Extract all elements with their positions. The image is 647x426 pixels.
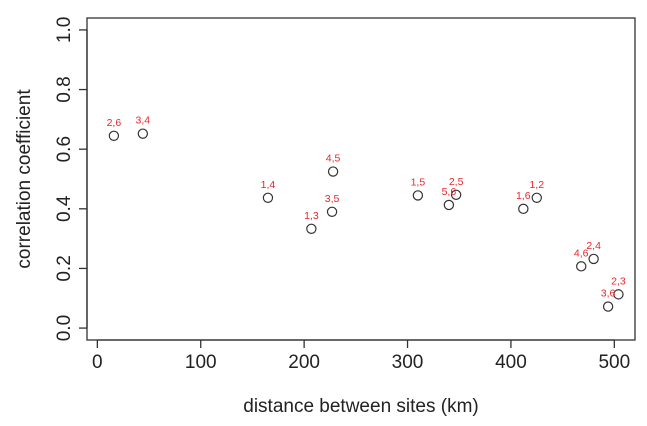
data-point	[588, 253, 599, 265]
point-label: 1,2	[529, 179, 544, 191]
point-label: 2,4	[586, 240, 601, 252]
data-point	[443, 199, 455, 211]
point-label: 2,3	[611, 275, 626, 287]
data-point	[531, 192, 542, 203]
y-tick-label: 0.4	[54, 195, 75, 222]
data-point	[576, 261, 587, 272]
point-label: 3,6	[601, 288, 616, 300]
x-axis-title: distance between sites (km)	[243, 396, 479, 417]
x-tick-label: 200	[288, 352, 320, 373]
point-labels: 2,6 3,4 1,4 1,3 4,5 3,5 1,5 5,62,5 1,61,2 4,62,4 3…	[107, 115, 626, 300]
x-tick-label: 500	[598, 352, 630, 373]
point-label: 4,6	[574, 247, 589, 259]
y-tick-label: 0.8	[54, 76, 75, 102]
point-label: 3,4	[136, 115, 151, 127]
data-point	[306, 223, 317, 234]
x-tick-label: 100	[185, 352, 217, 373]
data-point	[412, 190, 424, 201]
y-tick-label: 0.6	[54, 136, 75, 162]
plot-frame	[86, 17, 636, 341]
x-tick-label: 400	[495, 352, 527, 373]
y-tick-label: 1.0	[54, 17, 75, 43]
point-label: 2,6	[107, 117, 122, 129]
point-label: 5,6	[442, 186, 457, 198]
point-label: 4,5	[326, 153, 341, 165]
y-axis-title: correlation coefficient	[14, 89, 35, 269]
data-point	[602, 301, 614, 312]
point-label: 1,4	[261, 179, 276, 191]
point-label: 2,5	[449, 176, 464, 188]
data-points	[108, 128, 624, 312]
data-point	[450, 189, 462, 201]
data-point	[137, 128, 149, 139]
data-point	[326, 206, 338, 217]
x-tick-label: 0	[92, 352, 103, 373]
y-axis: 0.0 0.2 0.4 0.6 0.8 1.0	[54, 17, 88, 341]
data-point	[327, 166, 339, 177]
point-label: 3,5	[325, 193, 340, 205]
y-tick-label: 0.0	[54, 315, 75, 341]
data-point	[262, 192, 274, 203]
data-point	[108, 130, 120, 141]
y-tick-label: 0.2	[54, 255, 75, 281]
x-axis: 0 100 200 300 400 500	[92, 339, 630, 373]
x-tick-label: 300	[392, 352, 424, 373]
point-label: 1,5	[411, 176, 426, 188]
point-label: 1,6	[516, 190, 531, 202]
point-label: 1,3	[304, 210, 319, 222]
data-point	[613, 289, 624, 300]
data-point	[518, 203, 529, 215]
